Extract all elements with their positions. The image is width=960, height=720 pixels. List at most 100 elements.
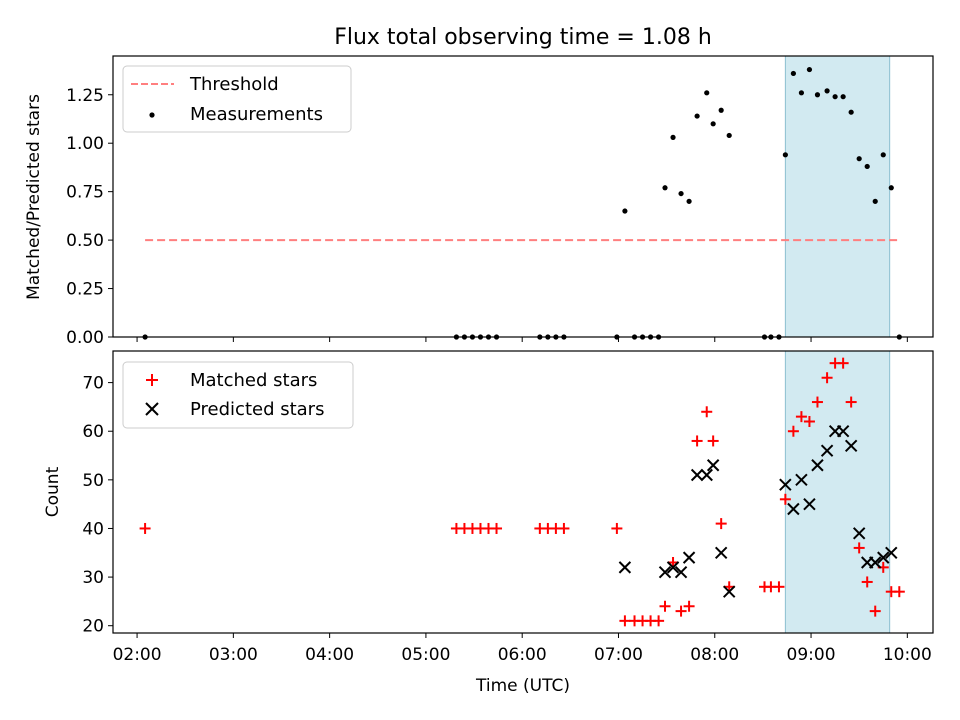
measurement-point (880, 152, 886, 158)
highlight-region (784, 55, 891, 338)
x-tick-label: 07:00 (594, 645, 643, 665)
measurement-point (726, 132, 732, 139)
x-tick-label: 04:00 (305, 645, 354, 665)
predicted-star-point (836, 425, 850, 438)
predicted-star-point (885, 546, 898, 559)
predicted-star-point (820, 444, 834, 457)
predicted-star-point (779, 478, 792, 491)
legend-matched-swatch (146, 374, 158, 386)
predicted-star-point (674, 566, 688, 579)
matched-star-point (787, 425, 799, 437)
y-tick-label: 70 (82, 374, 104, 394)
measurement-point (864, 163, 870, 170)
top-legend-box (122, 65, 352, 133)
measurement-point (782, 152, 788, 158)
legend-predicted-label: Predicted stars (190, 399, 324, 420)
x-tick-label: 06:00 (498, 645, 547, 665)
legend-predicted-swatch (145, 402, 159, 416)
legend-threshold-label: Threshold (189, 74, 279, 95)
matched-star-point (869, 605, 881, 617)
legend-matched-label: Matched stars (190, 370, 317, 391)
matched-star-point (683, 600, 695, 612)
predicted-star-point (869, 556, 882, 569)
matched-star-point (139, 522, 151, 534)
matched-star-point (619, 615, 631, 627)
y-tick-label: 0.25 (66, 280, 104, 300)
predicted-star-point (877, 551, 890, 564)
predicted-star-point (700, 468, 713, 482)
y-tick-label: 0.75 (66, 183, 104, 203)
top-panel: 0.00 0.25 0.50 0.75 1.00 1.25 Flux total obse… (24, 25, 934, 348)
predicted-star-point (706, 459, 720, 472)
x-tick-label: 02:00 (113, 645, 162, 665)
predicted-star-point (795, 473, 808, 487)
matched-star-point (845, 396, 857, 408)
matched-star-point (707, 435, 719, 447)
matched-star-point (558, 522, 570, 534)
bottom-legend: Matched stars Predicted stars (122, 361, 354, 429)
y-tick-label: 0.50 (66, 231, 104, 251)
legend-measurements-label: Measurements (190, 104, 323, 125)
y-tick-label: 0.00 (66, 328, 104, 348)
predicted-star-point (852, 527, 866, 540)
highlight-region (784, 350, 891, 634)
x-tick-label: 10:00 (883, 645, 932, 665)
measurement-point (848, 109, 854, 115)
measurement-point (686, 198, 692, 204)
measurement-point (814, 92, 821, 98)
predicted-star-point (658, 566, 672, 579)
measurement-point (670, 134, 676, 140)
measurement-point (888, 185, 894, 191)
matched-star-point (779, 493, 791, 505)
legend-measurements-swatch (149, 112, 155, 118)
bottom-y-axis-label: Count (43, 466, 63, 517)
predicted-star-point (714, 546, 728, 559)
x-tick-label: 03:00 (209, 645, 258, 665)
x-tick-label: 09:00 (787, 645, 836, 665)
measurement-point (710, 121, 716, 127)
matched-star-point (675, 605, 687, 617)
measurement-point (806, 66, 813, 73)
predicted-star-point (811, 459, 824, 472)
top-y-axis-label: Matched/Predicted stars (24, 94, 44, 300)
matched-star-point (811, 396, 823, 408)
predicted-star-point (803, 497, 816, 511)
matched-star-point (611, 522, 623, 534)
matched-star-point (821, 372, 833, 384)
matched-star-point (795, 411, 807, 423)
measurement-point (840, 94, 846, 100)
measurement-point (798, 90, 805, 96)
measurement-point (872, 198, 878, 204)
measurement-point (694, 113, 700, 119)
y-tick-label: 40 (82, 519, 104, 539)
x-tick-label: 05:00 (401, 645, 450, 665)
matched-star-point (803, 416, 815, 427)
top-title: Flux total observing time = 1.08 h (334, 25, 712, 50)
y-tick-label: 1.25 (66, 86, 104, 106)
measurement-point (704, 90, 710, 96)
matched-star-point (701, 406, 713, 418)
matched-star-point (893, 586, 905, 598)
x-axis-label: Time (UTC) (475, 676, 570, 696)
predicted-star-point (682, 551, 696, 564)
measurement-point (832, 94, 838, 100)
measurement-point (662, 185, 668, 191)
matched-star-point (773, 581, 785, 593)
measurement-point (856, 156, 862, 162)
y-tick-label: 30 (82, 568, 104, 588)
x-tick-label: 08:00 (690, 645, 739, 665)
predicted-star-point (690, 468, 704, 482)
measurement-point (718, 107, 724, 113)
predicted-star-point (844, 439, 858, 453)
y-tick-label: 1.00 (66, 134, 104, 154)
y-tick-label: 60 (82, 422, 104, 442)
matched-star-point (691, 435, 703, 447)
bottom-panel: 02:00 03:00 04:00 05:00 06:00 07:00 08:00 09:00… (43, 350, 934, 696)
matched-star-point (715, 518, 727, 530)
predicted-star-point (666, 561, 680, 574)
matched-star-point (853, 542, 865, 554)
measurement-point (790, 70, 796, 77)
measurement-point (622, 208, 628, 214)
bottom-axes-frame (112, 350, 934, 634)
